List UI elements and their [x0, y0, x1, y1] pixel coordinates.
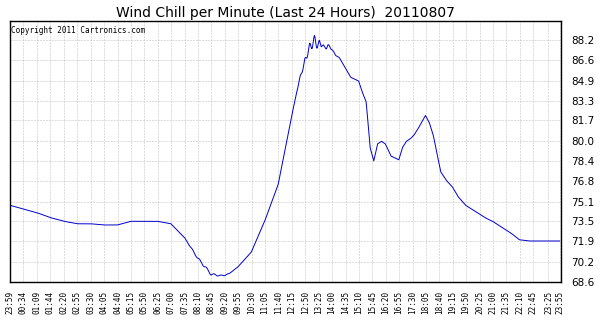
Text: Copyright 2011 Cartronics.com: Copyright 2011 Cartronics.com: [11, 26, 145, 35]
Title: Wind Chill per Minute (Last 24 Hours)  20110807: Wind Chill per Minute (Last 24 Hours) 20…: [116, 5, 455, 20]
